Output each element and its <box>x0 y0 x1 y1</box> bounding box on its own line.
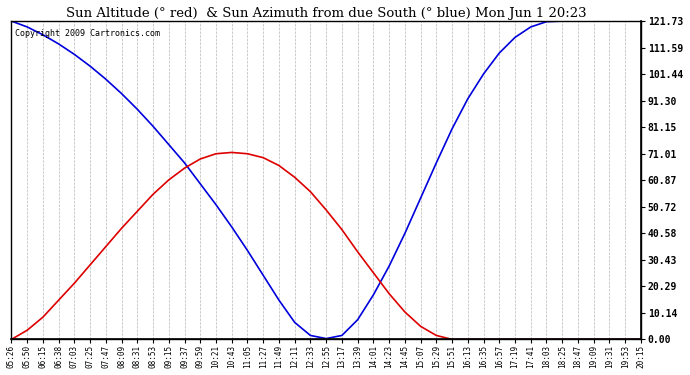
Text: Copyright 2009 Cartronics.com: Copyright 2009 Cartronics.com <box>14 29 159 38</box>
Title: Sun Altitude (° red)  & Sun Azimuth from due South (° blue) Mon Jun 1 20:23: Sun Altitude (° red) & Sun Azimuth from … <box>66 7 586 20</box>
